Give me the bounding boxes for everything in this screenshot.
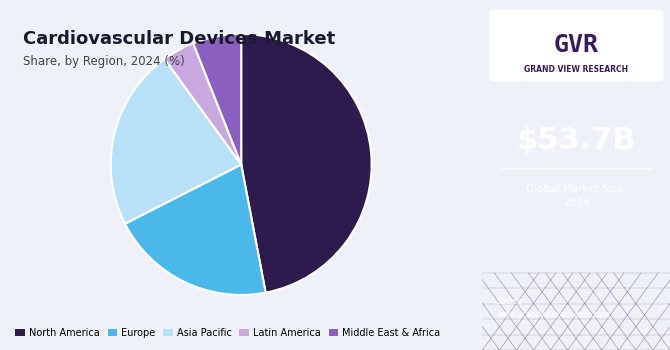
Text: Global Market Size,
2024: Global Market Size, 2024 <box>526 184 626 208</box>
Text: Cardiovascular Devices Market: Cardiovascular Devices Market <box>23 30 335 48</box>
Text: GRAND VIEW RESEARCH: GRAND VIEW RESEARCH <box>524 65 628 75</box>
Text: Source:
www.grandviewresearch.com: Source: www.grandviewresearch.com <box>497 297 610 319</box>
Text: $53.7B: $53.7B <box>517 126 636 154</box>
FancyBboxPatch shape <box>490 10 663 80</box>
Wedge shape <box>125 164 265 295</box>
Wedge shape <box>111 59 241 224</box>
Legend: North America, Europe, Asia Pacific, Latin America, Middle East & Africa: North America, Europe, Asia Pacific, Lat… <box>11 324 444 342</box>
Text: Share, by Region, 2024 (%): Share, by Region, 2024 (%) <box>23 55 184 69</box>
Wedge shape <box>241 34 372 293</box>
Text: GVR: GVR <box>553 34 599 57</box>
Wedge shape <box>193 34 241 164</box>
Wedge shape <box>165 43 241 164</box>
